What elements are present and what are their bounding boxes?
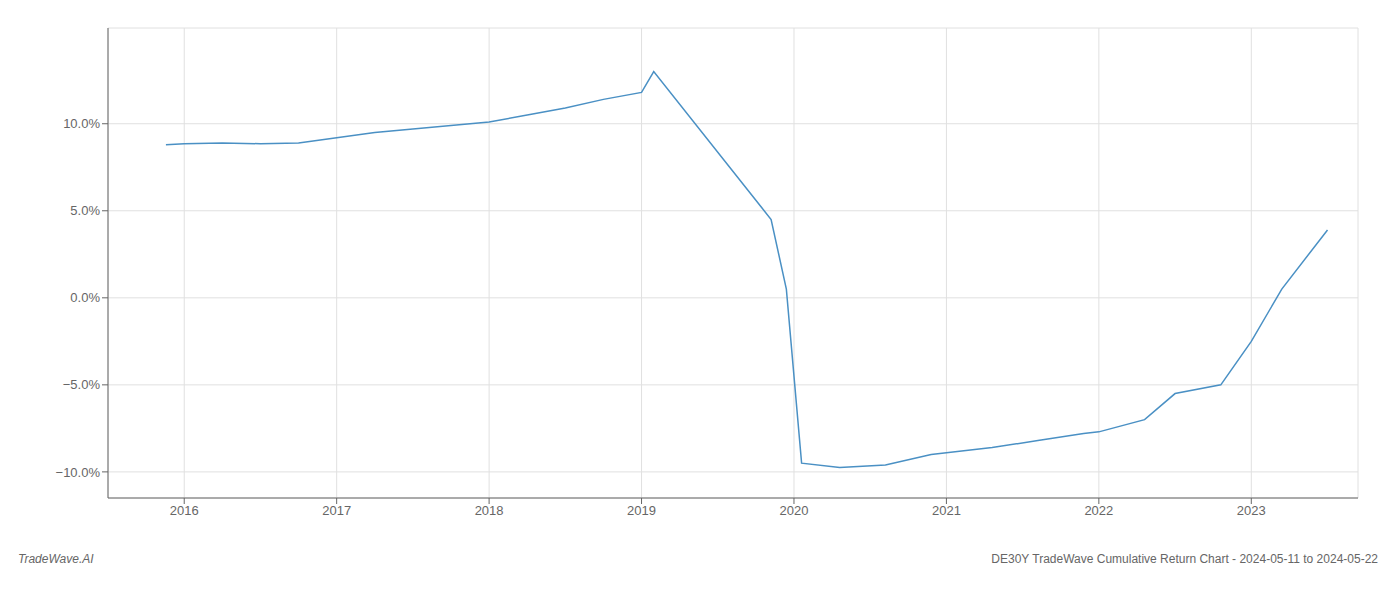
svg-text:2017: 2017 [322,503,351,518]
svg-text:2016: 2016 [170,503,199,518]
svg-text:2023: 2023 [1237,503,1266,518]
svg-text:2022: 2022 [1084,503,1113,518]
svg-text:−5.0%: −5.0% [63,377,101,392]
html-text:DE30Y TradeWave Cumulative Ret: DE30Y TradeWave Cumulative Return Chart … [991,552,1378,566]
svg-text:−10.0%: −10.0% [56,465,101,480]
svg-text:2021: 2021 [932,503,961,518]
svg-text:10.0%: 10.0% [63,116,100,131]
svg-text:5.0%: 5.0% [70,203,100,218]
svg-text:2018: 2018 [475,503,504,518]
svg-text:2019: 2019 [627,503,656,518]
html-text:TradeWave.AI: TradeWave.AI [18,552,94,566]
svg-text:0.0%: 0.0% [70,290,100,305]
svg-text:2020: 2020 [780,503,809,518]
